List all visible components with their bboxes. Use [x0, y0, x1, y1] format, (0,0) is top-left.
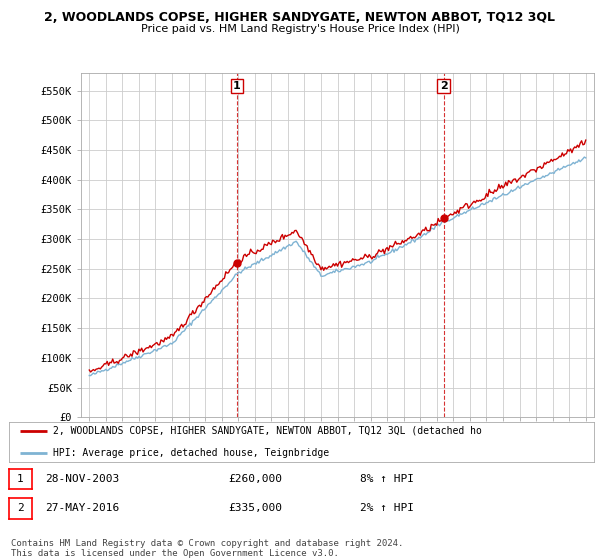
Text: 2, WOODLANDS COPSE, HIGHER SANDYGATE, NEWTON ABBOT, TQ12 3QL (detached ho: 2, WOODLANDS COPSE, HIGHER SANDYGATE, NE… [53, 426, 482, 436]
Text: 2, WOODLANDS COPSE, HIGHER SANDYGATE, NEWTON ABBOT, TQ12 3QL: 2, WOODLANDS COPSE, HIGHER SANDYGATE, NE… [44, 11, 556, 24]
Text: 2: 2 [440, 81, 448, 91]
Text: Price paid vs. HM Land Registry's House Price Index (HPI): Price paid vs. HM Land Registry's House … [140, 24, 460, 34]
Text: 1: 1 [17, 474, 24, 484]
Text: 8% ↑ HPI: 8% ↑ HPI [360, 474, 414, 484]
Text: 28-NOV-2003: 28-NOV-2003 [45, 474, 119, 484]
Text: Contains HM Land Registry data © Crown copyright and database right 2024.
This d: Contains HM Land Registry data © Crown c… [11, 539, 403, 558]
Text: £335,000: £335,000 [228, 503, 282, 514]
Text: 2% ↑ HPI: 2% ↑ HPI [360, 503, 414, 514]
Text: 27-MAY-2016: 27-MAY-2016 [45, 503, 119, 514]
Text: HPI: Average price, detached house, Teignbridge: HPI: Average price, detached house, Teig… [53, 448, 329, 458]
Text: 1: 1 [233, 81, 241, 91]
Text: £260,000: £260,000 [228, 474, 282, 484]
Text: 2: 2 [17, 503, 24, 514]
